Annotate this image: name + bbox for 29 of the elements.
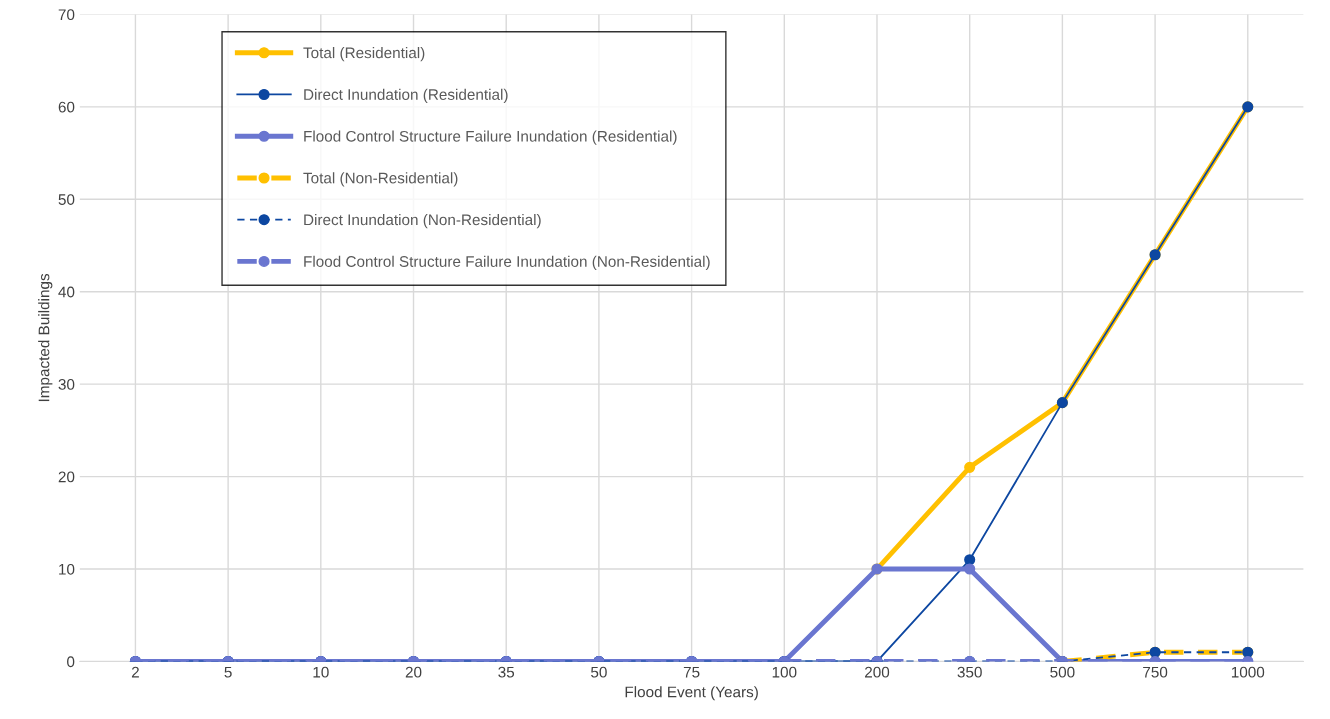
x-tick-label: 2 bbox=[131, 666, 139, 678]
legend-label: Direct Inundation (Non-Residential) bbox=[304, 213, 541, 229]
y-axis-title: Impacted Buildings bbox=[38, 273, 53, 402]
legend-label: Total (Non-Residential) bbox=[303, 172, 458, 187]
x-tick-label: 35 bbox=[498, 666, 515, 678]
y-tick-label: 40 bbox=[58, 286, 75, 298]
y-tick-label: 50 bbox=[58, 194, 75, 205]
x-tick-label: 100 bbox=[772, 666, 797, 678]
x-tick-label: 350 bbox=[957, 666, 982, 678]
x-axis-title: Flood Event (Years) bbox=[625, 686, 758, 701]
legend-label: Total (Residential) bbox=[303, 47, 425, 62]
x-tick-label: 5 bbox=[224, 666, 232, 678]
x-tick-label: 50 bbox=[591, 666, 607, 678]
x-tick-label: 20 bbox=[405, 666, 422, 678]
x-tick-label: 10 bbox=[313, 666, 329, 678]
x-tick-label: 500 bbox=[1050, 666, 1075, 678]
y-tick-label: 20 bbox=[58, 471, 75, 483]
x-tick-label: 1000 bbox=[1231, 666, 1265, 678]
y-tick-label: 60 bbox=[58, 101, 75, 113]
legend-label: Direct Inundation (Residential) bbox=[304, 88, 508, 103]
x-tick-label: 200 bbox=[865, 666, 890, 678]
x-tick-label: 75 bbox=[683, 666, 700, 678]
y-tick-label: 10 bbox=[59, 563, 75, 575]
y-tick-label: 30 bbox=[58, 379, 75, 390]
legend-label: Flood Control Structure Failure Inundation (Non-Residential) bbox=[304, 255, 710, 270]
x-tick-label: 750 bbox=[1143, 666, 1168, 678]
legend-label: Flood Control Structure Failure Inundation (Residential) bbox=[304, 130, 677, 145]
y-tick-label: 0 bbox=[67, 656, 75, 668]
y-tick-label: 70 bbox=[58, 9, 75, 21]
